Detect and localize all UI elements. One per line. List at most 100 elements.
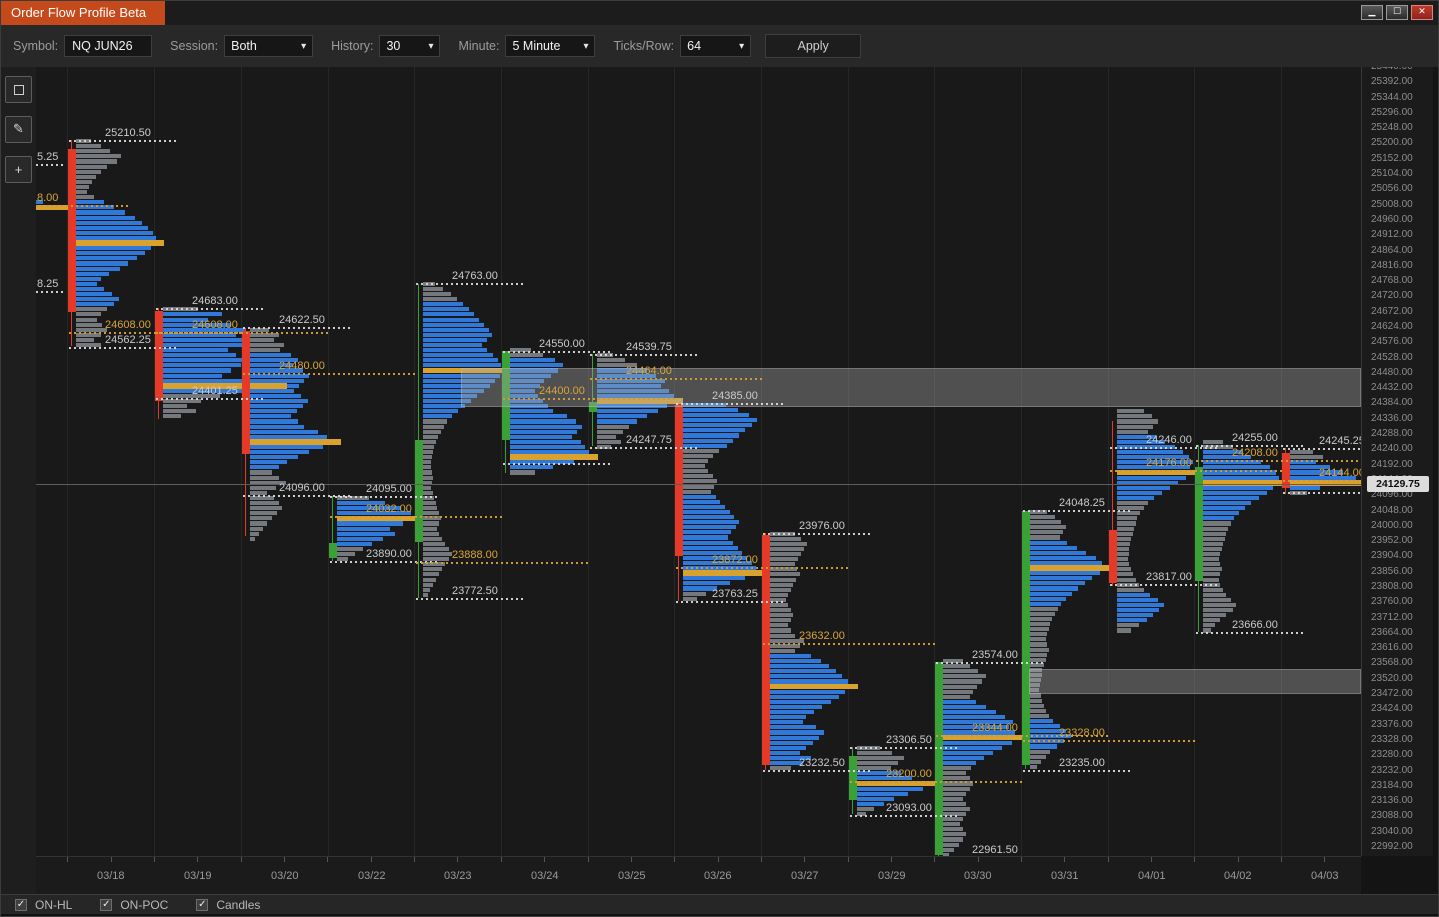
volume-bar: [423, 424, 444, 429]
volume-bar: [1203, 531, 1226, 536]
session-select[interactable]: Both ▾: [224, 35, 314, 57]
profile-chart-canvas[interactable]: 5.25 8.00 8.25 25210.50 24608.00 24562.25 2468…: [36, 67, 1361, 856]
history-select[interactable]: 30 ▾: [379, 35, 441, 57]
volume-bar: [943, 786, 970, 791]
volume-bar: [163, 399, 201, 404]
symbol-input[interactable]: [64, 35, 153, 57]
maximize-button[interactable]: ☐: [1386, 5, 1408, 20]
date-axis-tick: [414, 857, 416, 862]
on-high-low-line: [850, 814, 958, 817]
volume-bar: [76, 225, 148, 230]
rect-select-button[interactable]: [5, 76, 32, 103]
volume-bar: [163, 332, 236, 337]
volume-bar: [163, 414, 181, 419]
volume-bar: [683, 596, 697, 601]
on-high-low-line: [1196, 632, 1304, 635]
volume-bar: [423, 541, 445, 546]
volume-bar: [510, 450, 589, 455]
ticks-row-select[interactable]: 64 ▾: [680, 35, 752, 57]
on-poc-line: [763, 643, 935, 646]
price-level-label: 8.00: [37, 191, 59, 204]
volume-bar: [423, 531, 439, 536]
date-axis-label: 03/31: [1051, 870, 1079, 882]
volume-bar: [76, 297, 119, 302]
volume-bar: [1117, 597, 1158, 602]
price-level-label: 23232.50: [799, 757, 845, 770]
volume-bar: [943, 771, 966, 776]
check-icon: ✓: [16, 898, 26, 910]
volume-bar: [1030, 555, 1096, 560]
close-button[interactable]: ✕: [1411, 5, 1433, 20]
volume-bar: [1203, 495, 1259, 501]
volume-bar: [76, 220, 142, 225]
on-high-low-line: [243, 327, 351, 330]
volume-bar: [943, 659, 963, 664]
price-level-label: 24144.00: [1319, 466, 1361, 479]
volume-bar: [683, 428, 745, 433]
volume-bar: [250, 480, 286, 485]
volume-bar: [683, 443, 727, 448]
volume-bar: [683, 576, 745, 581]
price-axis-label: 24576.00: [1371, 336, 1413, 348]
candles-checkbox[interactable]: ✓: [196, 898, 209, 911]
volume-bar: [163, 388, 246, 393]
volume-bar: [1030, 611, 1055, 616]
volume-bar: [770, 679, 848, 684]
volume-bar: [683, 453, 713, 458]
volume-bar: [423, 470, 432, 475]
date-axis[interactable]: 03/18 03/19 03/20 03/22 03/23 03/24 03/25 03/26…: [36, 856, 1361, 895]
on-high-low-line: [1196, 444, 1304, 447]
volume-bar: [1030, 678, 1041, 683]
price-axis[interactable]: 25440.00 25392.00 25344.00 25296.00 25248.00…: [1361, 67, 1433, 856]
volume-bar: [510, 353, 543, 358]
on-hl-checkbox[interactable]: ✓: [15, 898, 27, 911]
volume-bar: [510, 399, 543, 404]
minute-select[interactable]: 5 Minute ▾: [505, 35, 596, 57]
volume-bar: [250, 327, 269, 332]
volume-bar: [1030, 627, 1049, 632]
volume-bar: [36, 200, 43, 205]
price-axis-label: 23136.00: [1371, 795, 1413, 807]
on-high-low-line: [763, 770, 871, 773]
volume-bar: [683, 413, 749, 418]
on-high-low-line: [156, 397, 264, 400]
volume-bar: [337, 521, 403, 526]
price-axis-label: 22992.00: [1371, 840, 1413, 852]
volume-bar: [1290, 475, 1356, 480]
volume-bar: [597, 383, 661, 388]
date-axis-tick: [977, 857, 979, 862]
volume-bar: [770, 633, 795, 638]
volume-bar: [76, 251, 145, 256]
apply-button[interactable]: Apply: [765, 34, 862, 58]
on-poc-checkbox[interactable]: ✓: [100, 898, 113, 911]
on-poc-line: [1110, 469, 1282, 472]
draw-button[interactable]: ✎: [5, 116, 32, 143]
volume-bar: [1117, 460, 1193, 465]
volume-bar: [1117, 434, 1156, 439]
volume-bar: [1030, 515, 1055, 520]
volume-bar: [423, 373, 500, 378]
volume-bar: [770, 546, 804, 551]
volume-bar: [943, 674, 986, 679]
volume-bar: [76, 266, 120, 271]
on-high-low-line: [850, 746, 958, 749]
date-axis-tick: [1107, 857, 1109, 862]
price-level-label: 24608.00: [192, 319, 238, 332]
volume-bar: [683, 591, 706, 596]
volume-bar: [1203, 485, 1273, 490]
close-icon: ✕: [1418, 7, 1426, 17]
volume-bar: [770, 689, 845, 694]
volume-bar: [163, 342, 243, 348]
price-axis-label: 23856.00: [1371, 565, 1413, 577]
volume-bar: [943, 750, 993, 755]
volume-bar: [857, 771, 901, 776]
volume-bar: [1030, 713, 1049, 718]
volume-bar: [770, 694, 839, 699]
volume-bar: [1030, 622, 1050, 627]
toolbar: Symbol: Session: Both ▾ History: 30 ▾ Mi…: [1, 25, 1438, 67]
chevron-down-icon: ▾: [583, 40, 589, 52]
minimize-button[interactable]: ▁: [1361, 5, 1383, 20]
volume-bar: [1117, 546, 1129, 551]
volume-bar: [1203, 444, 1233, 450]
add-button[interactable]: +: [5, 156, 32, 183]
